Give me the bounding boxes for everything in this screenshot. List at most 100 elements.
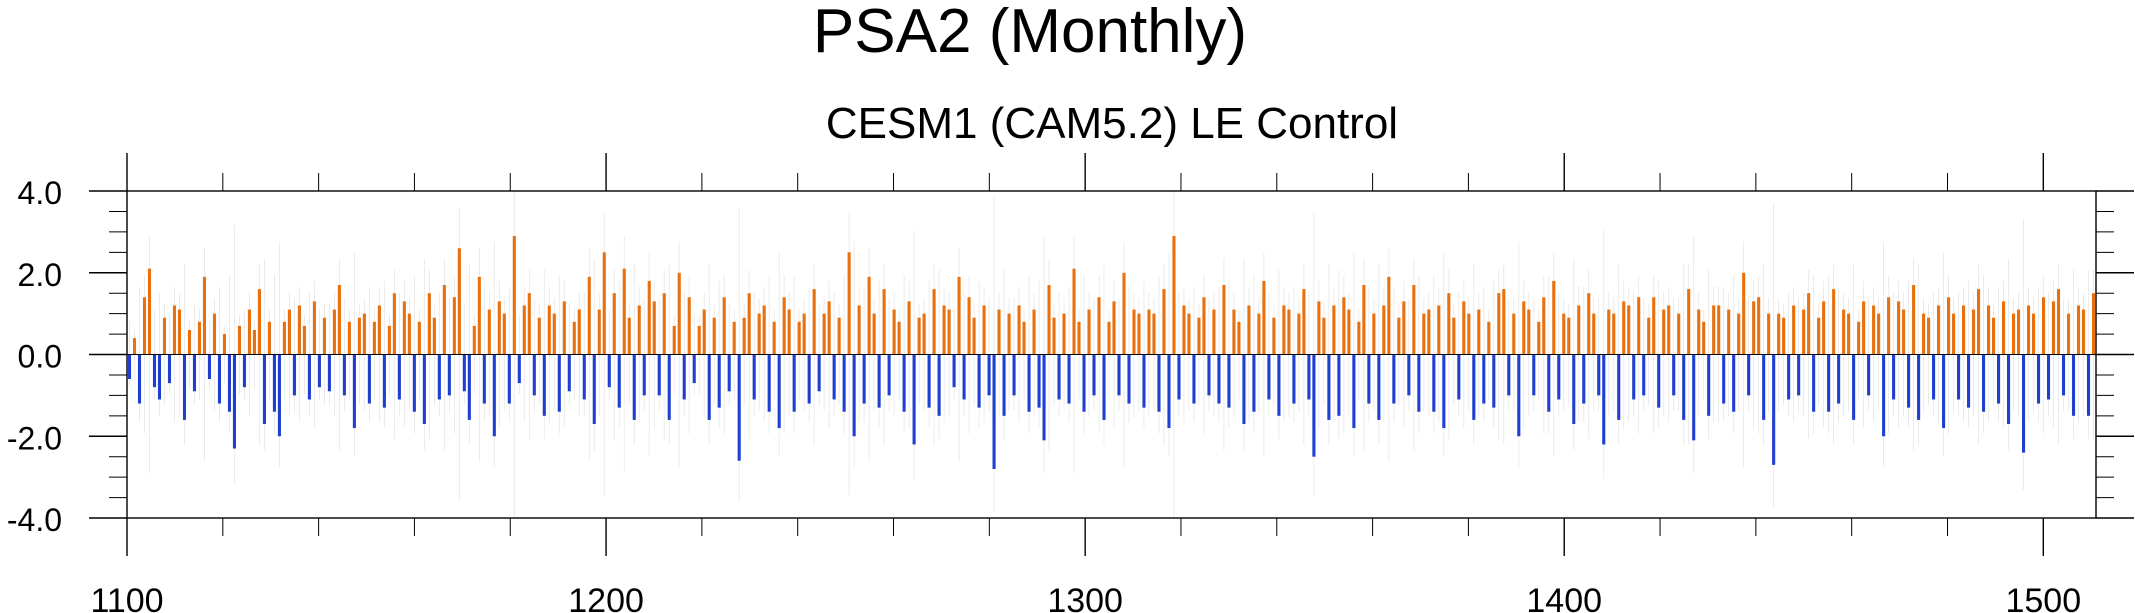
positive-bar xyxy=(1992,317,1996,355)
positive-bar xyxy=(1817,317,1821,355)
positive-bar xyxy=(1257,313,1261,355)
negative-bar xyxy=(1292,354,1296,404)
positive-bar xyxy=(1592,313,1596,355)
positive-bar xyxy=(1622,301,1626,355)
negative-bar xyxy=(182,354,187,420)
positive-bar xyxy=(427,293,431,355)
y-tick-label: -4.0 xyxy=(7,502,62,538)
negative-bar xyxy=(382,354,386,408)
negative-bar xyxy=(277,354,281,437)
positive-bar xyxy=(1022,321,1026,355)
negative-bar xyxy=(1982,354,1986,412)
negative-bar xyxy=(1642,354,1646,396)
negative-bar xyxy=(232,354,236,449)
positive-bar xyxy=(602,252,606,355)
positive-bar xyxy=(1332,305,1336,355)
positive-bar xyxy=(387,325,391,355)
positive-bar xyxy=(957,276,961,355)
positive-bar xyxy=(1412,285,1416,355)
positive-bar xyxy=(1212,309,1216,355)
positive-bar xyxy=(1402,301,1406,355)
positive-bar xyxy=(1007,313,1011,355)
positive-bar xyxy=(2016,309,2021,355)
positive-bar xyxy=(1502,289,1506,355)
positive-bar xyxy=(282,321,286,355)
positive-bar xyxy=(1162,289,1166,355)
negative-bar xyxy=(937,354,941,416)
positive-bar xyxy=(932,289,936,355)
negative-bar xyxy=(1967,354,1971,408)
positive-bar xyxy=(202,276,207,355)
positive-bar xyxy=(287,309,291,355)
positive-bar xyxy=(1477,309,1481,355)
x-tick-label: 1300 xyxy=(1047,582,1123,613)
positive-bar xyxy=(597,309,601,355)
x-tick-label: 1500 xyxy=(2005,582,2081,613)
positive-bar xyxy=(1342,297,1346,355)
positive-bar xyxy=(1662,309,1666,355)
positive-bar xyxy=(297,305,301,355)
positive-bar xyxy=(1237,321,1241,355)
positive-bar xyxy=(472,325,476,355)
negative-bar xyxy=(1352,354,1356,429)
positive-bar xyxy=(177,309,182,355)
positive-bar xyxy=(872,313,876,355)
positive-bar xyxy=(782,297,786,355)
positive-bar xyxy=(162,317,167,355)
positive-bar xyxy=(687,297,691,355)
negative-bar xyxy=(1837,354,1841,404)
negative-bar xyxy=(1942,354,1946,429)
positive-bar xyxy=(1017,305,1021,355)
positive-bar xyxy=(1737,313,1741,355)
negative-bar xyxy=(1517,354,1521,437)
positive-bar xyxy=(1357,321,1361,355)
negative-bar xyxy=(157,354,162,400)
negative-bar xyxy=(852,354,856,437)
negative-bar xyxy=(2036,354,2041,404)
positive-bar xyxy=(1927,317,1931,355)
negative-bar xyxy=(1037,354,1041,408)
negative-bar xyxy=(832,354,836,400)
positive-bar xyxy=(787,309,791,355)
negative-bar xyxy=(792,354,796,412)
positive-bar xyxy=(577,309,581,355)
positive-bar xyxy=(1807,293,1811,355)
negative-bar xyxy=(682,354,686,400)
positive-bar xyxy=(2091,293,2096,355)
negative-bar xyxy=(717,354,721,408)
negative-bar xyxy=(842,354,846,412)
positive-bar xyxy=(587,276,591,355)
positive-bar xyxy=(1512,313,1516,355)
negative-bar xyxy=(1277,354,1281,416)
positive-bar xyxy=(1777,313,1781,355)
positive-bar xyxy=(1382,305,1386,355)
positive-bar xyxy=(1397,317,1401,355)
positive-bar xyxy=(377,305,381,355)
positive-bar xyxy=(1087,309,1091,355)
positive-bar xyxy=(1282,305,1286,355)
bar-series xyxy=(127,235,2096,469)
negative-bar xyxy=(1507,354,1511,396)
positive-bar xyxy=(897,321,901,355)
positive-bar xyxy=(1147,309,1151,355)
negative-bar xyxy=(1532,354,1536,396)
positive-bar xyxy=(1952,313,1956,355)
positive-bar xyxy=(1947,297,1951,355)
positive-bar xyxy=(2031,313,2036,355)
positive-bar xyxy=(502,313,506,355)
positive-bar xyxy=(442,285,446,355)
negative-bar xyxy=(1597,354,1601,396)
positive-bar xyxy=(1897,301,1901,355)
positive-bar xyxy=(802,313,806,355)
x-tick-label: 1400 xyxy=(1526,582,1602,613)
negative-bar xyxy=(1417,354,1421,412)
positive-bar xyxy=(1727,309,1731,355)
positive-bar xyxy=(247,309,251,355)
negative-bar xyxy=(567,354,571,392)
positive-bar xyxy=(1802,309,1806,355)
negative-bar xyxy=(952,354,956,388)
positive-bar xyxy=(772,321,776,355)
axis-ticks xyxy=(89,153,2134,556)
negative-bar xyxy=(1217,354,1221,404)
positive-bar xyxy=(1262,280,1266,355)
